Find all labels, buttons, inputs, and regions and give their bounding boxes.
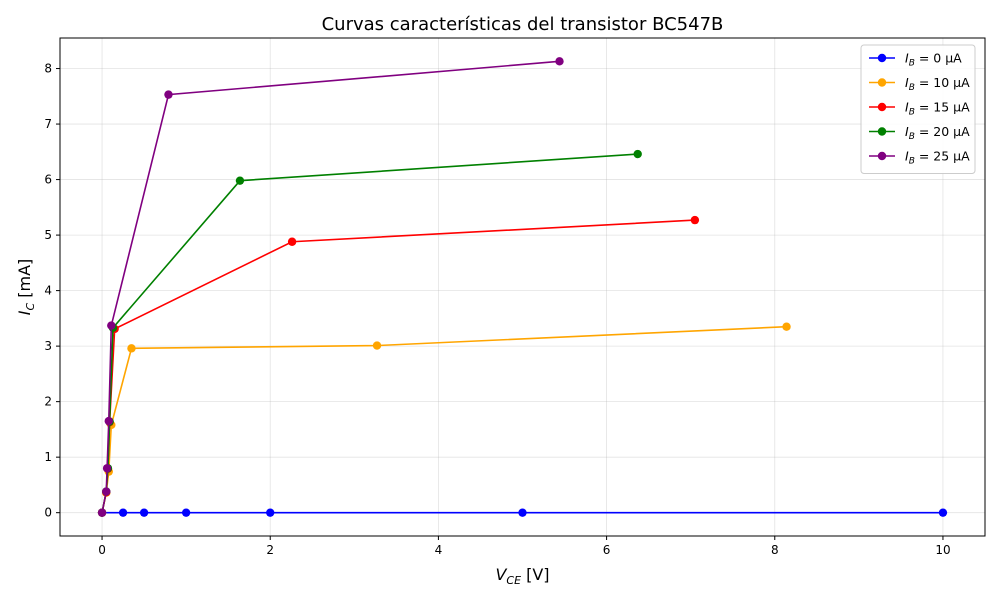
data-point	[266, 508, 275, 517]
legend-label-rest: = 0 μA	[915, 51, 962, 66]
series-line-2	[101, 219, 695, 513]
legend-label-main: I	[905, 100, 909, 115]
x-axis-label-unit: [V]	[521, 565, 550, 584]
series-line-4	[101, 60, 560, 513]
data-point	[107, 321, 116, 330]
y-tick-label: 2	[44, 395, 52, 409]
x-axis-label-sub: CE	[506, 574, 521, 587]
data-point	[372, 341, 382, 350]
legend-label-sub: B	[909, 59, 915, 69]
series-2	[97, 215, 700, 517]
legend-swatch-marker	[877, 78, 887, 87]
data-point	[287, 237, 297, 246]
y-tick-label: 1	[44, 450, 52, 464]
data-point	[97, 508, 107, 517]
y-tick-label: 7	[44, 117, 52, 131]
data-point	[164, 90, 173, 99]
data-point	[938, 508, 948, 517]
legend-label: IB = 0 μA	[905, 51, 962, 69]
legend-item-3: IB = 20 μA	[869, 124, 970, 142]
legend-label: IB = 10 μA	[905, 75, 970, 93]
legend-label-main: I	[905, 124, 909, 139]
data-point	[690, 215, 700, 225]
data-point	[633, 149, 642, 159]
y-tick-label: 5	[44, 228, 52, 242]
legend-item-2: IB = 15 μA	[869, 100, 970, 118]
y-tick-label: 6	[44, 173, 52, 187]
legend-swatch-marker	[877, 102, 887, 112]
y-tick-label: 4	[44, 284, 52, 298]
data-point	[127, 344, 136, 353]
y-axis-label-sub: C	[24, 303, 37, 311]
data-point	[139, 508, 149, 517]
series-3	[97, 149, 642, 517]
legend-label-sub: B	[909, 108, 915, 118]
x-tick-label: 4	[435, 543, 443, 557]
x-tick-label: 8	[771, 543, 779, 557]
x-tick-label: 6	[603, 543, 611, 557]
legend-item-1: IB = 10 μA	[869, 75, 970, 93]
y-axis-label: IC [mA]	[15, 259, 37, 316]
legend-label-sub: B	[909, 157, 915, 167]
legend-label-main: I	[905, 51, 909, 66]
series-line-3	[101, 153, 638, 513]
x-axis-label: VCE [V]	[495, 565, 549, 587]
y-axis-label-main: I	[15, 310, 34, 315]
series-layer	[97, 57, 948, 517]
legend-label-rest: = 25 μA	[915, 149, 970, 164]
x-tick-label: 0	[98, 543, 106, 557]
legend-label: IB = 15 μA	[905, 100, 970, 118]
x-tick-label: 10	[935, 543, 950, 557]
legend-label-sub: B	[909, 83, 915, 93]
legend-swatch-marker	[877, 53, 887, 63]
legend-label: IB = 20 μA	[905, 124, 970, 142]
legend-swatch-marker	[877, 127, 887, 136]
series-line-1	[101, 325, 787, 513]
series-0	[97, 508, 948, 517]
legend-label-main: I	[905, 149, 909, 164]
y-tick-label: 8	[44, 62, 52, 76]
data-point	[555, 57, 564, 66]
series-4	[97, 57, 564, 517]
legend-swatch-marker	[877, 151, 887, 161]
y-tick-label: 0	[44, 506, 52, 520]
legend-label-rest: = 10 μA	[915, 75, 970, 90]
x-axis-label-main: V	[495, 565, 507, 584]
series-1	[97, 322, 791, 517]
legend-label-sub: B	[909, 132, 915, 142]
legend-label-rest: = 15 μA	[915, 100, 970, 115]
legend-item-4: IB = 25 μA	[869, 149, 970, 167]
legend-item-0: IB = 0 μA	[869, 51, 962, 69]
legend-label: IB = 25 μA	[905, 149, 970, 167]
data-point	[181, 508, 191, 517]
data-point	[104, 416, 113, 426]
x-tick-label: 2	[266, 543, 274, 557]
plot-frame	[59, 37, 986, 537]
data-point	[235, 176, 245, 185]
data-point	[102, 464, 112, 473]
legend-box	[860, 44, 976, 174]
chart-title: Curvas características del transistor BC…	[322, 14, 724, 35]
y-tick-label: 3	[44, 339, 52, 353]
data-point	[782, 322, 791, 331]
y-axis-label-unit: [mA]	[15, 259, 34, 303]
legend-label-main: I	[905, 75, 909, 90]
data-point	[102, 487, 111, 496]
data-point	[518, 508, 527, 517]
data-point	[118, 508, 128, 517]
axis-ticks: 0 2 4 6 8 10 0 1 2 3 4 5 6 7 8	[44, 62, 950, 557]
legend-label-rest: = 20 μA	[915, 124, 970, 139]
